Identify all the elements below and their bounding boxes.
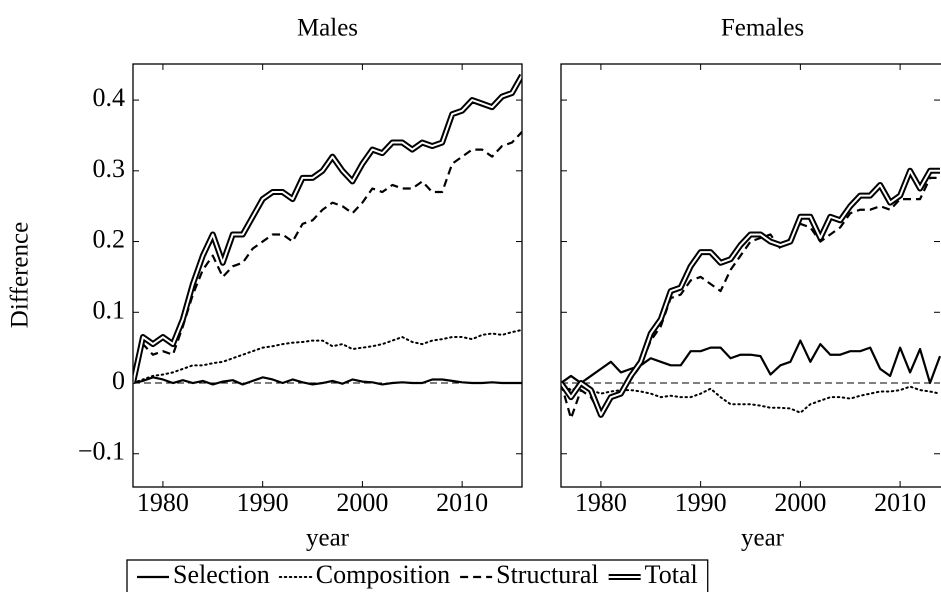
legend-label: Composition: [316, 560, 450, 589]
legend: Selection Composition Structural Total: [126, 559, 709, 592]
x-tick-label: 2010: [436, 488, 488, 517]
series-line: [133, 73, 522, 384]
y-tick-label: −0.1: [78, 437, 125, 466]
series-line: [561, 339, 941, 385]
plot-frame: [560, 63, 941, 488]
x-tick-label: 1980: [575, 488, 627, 517]
legend-label: Structural: [496, 560, 599, 589]
y-tick-label: 0.4: [93, 83, 126, 112]
y-tick-label: 0.3: [93, 154, 126, 183]
x-tick-label: 2010: [874, 488, 926, 517]
x-axis-label: year: [306, 525, 350, 552]
series-line: [561, 176, 940, 420]
series-line: [133, 328, 522, 385]
plot-frame: [132, 63, 523, 488]
panel-title: Males: [297, 15, 358, 42]
y-tick-label: 0: [112, 366, 125, 395]
plot-area: [561, 167, 941, 420]
legend-label: Total: [645, 560, 698, 589]
series-line-inner: [133, 74, 522, 384]
panel-title: Females: [721, 15, 804, 42]
x-tick-label: 1980: [137, 488, 189, 517]
plot-area: [133, 73, 522, 386]
x-tick-label: 2000: [774, 488, 826, 517]
series-line: [561, 382, 941, 414]
x-tick-label: 1990: [237, 488, 289, 517]
y-axis-label: Difference: [7, 222, 34, 328]
series-line: [133, 131, 522, 384]
series-line: [133, 376, 522, 386]
x-tick-label: 1990: [675, 488, 727, 517]
y-tick-label: 0.1: [93, 295, 126, 324]
x-tick-label: 2000: [336, 488, 388, 517]
y-tick-label: 0.2: [93, 225, 126, 254]
series-line-inner: [561, 169, 940, 416]
x-axis-label: year: [741, 525, 785, 552]
legend-label: Selection: [173, 560, 270, 589]
